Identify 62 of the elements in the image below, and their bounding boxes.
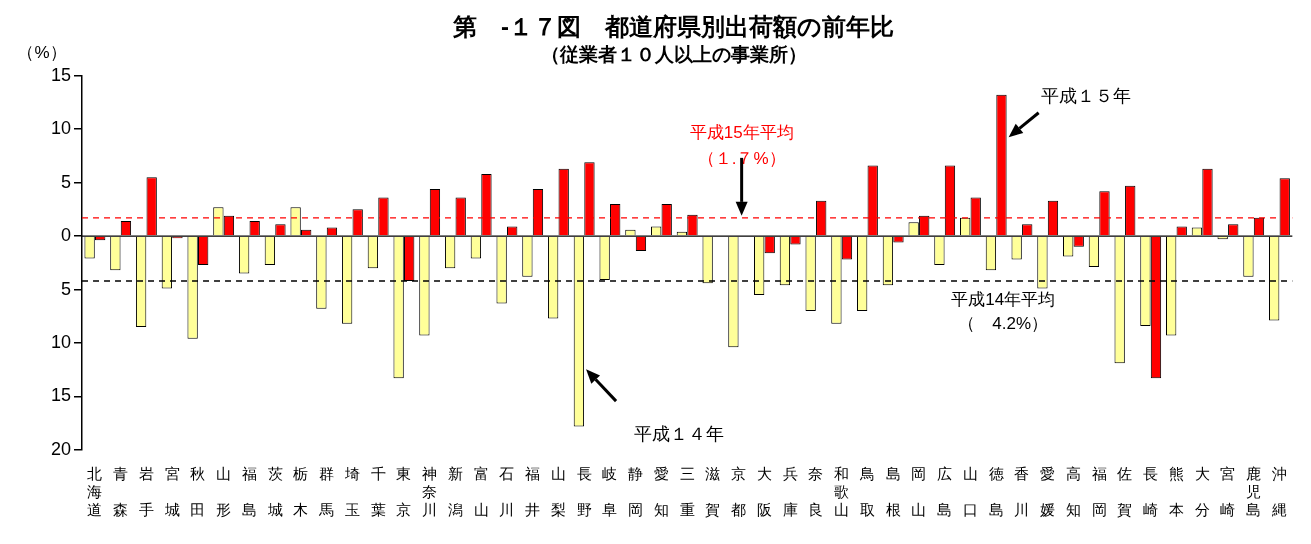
category-label: 新潟: [447, 465, 463, 519]
category-label: 徳島: [988, 465, 1004, 519]
category-label: 長崎: [1143, 465, 1159, 519]
y-tick-label: 20: [50, 438, 72, 459]
category-label: 宮城: [164, 465, 180, 519]
category-label: 香川: [1014, 465, 1030, 519]
x-tick-label: 鹿児島: [1246, 465, 1262, 519]
category-label: 青森: [113, 465, 129, 519]
category-label: 山形: [216, 465, 232, 519]
category-label: 埼玉: [344, 465, 360, 519]
category-label: 石川: [499, 465, 515, 519]
category-label: 静岡: [628, 465, 644, 519]
category-label: 佐賀: [1117, 465, 1133, 519]
category-label: 東京: [396, 465, 412, 519]
category-label: 福島: [241, 465, 257, 519]
category-label: 長野: [576, 465, 592, 519]
y-axis-title: （%）: [17, 42, 67, 62]
category-label: 滋賀: [705, 465, 721, 519]
category-label: 京都: [731, 465, 747, 519]
category-label: 群馬: [319, 465, 335, 519]
category-label: 沖縄: [1271, 465, 1287, 519]
x-tick-label: 北海道: [87, 465, 103, 519]
chart-title: 第 -１７図 都道府県別出荷額の前年比: [452, 13, 894, 41]
y-tick-label: 5: [61, 278, 72, 299]
category-label: 山口: [962, 465, 978, 519]
category-label: 茨城: [267, 465, 283, 519]
chart-subtitle: （従業者１０人以上の事業所）: [540, 44, 807, 66]
category-label: 宮崎: [1220, 465, 1236, 519]
category-label: 鳥取: [859, 465, 875, 519]
category-label: 愛知: [653, 465, 669, 519]
category-label: 秋田: [190, 465, 206, 519]
category-label: 愛媛: [1040, 465, 1056, 519]
category-label: 千葉: [370, 465, 386, 519]
category-label: 福岡: [1091, 465, 1107, 519]
category-label: 三重: [679, 465, 695, 519]
series-label: 平成１５年: [1040, 85, 1131, 106]
category-label: 栃木: [293, 465, 309, 519]
category-label: 富山: [473, 465, 489, 519]
y-tick-label: 0: [61, 225, 72, 246]
category-label: 高知: [1065, 465, 1081, 519]
x-tick-label: 神奈川: [422, 465, 438, 519]
text: 平成１４年: [634, 424, 725, 445]
category-label: 岡山: [911, 465, 927, 519]
category-label: 大分: [1194, 465, 1210, 519]
category-label: 兵庫: [782, 465, 798, 519]
category-label: 岩手: [138, 465, 154, 519]
y-tick-label: 5: [61, 171, 72, 192]
category-label: 奈良: [808, 465, 824, 519]
category-label: 広島: [937, 465, 953, 519]
ref-line-label: 平成14年平均（ 4.2%）: [951, 289, 1056, 333]
category-label: 山梨: [550, 465, 566, 519]
category-label: 熊本: [1168, 465, 1184, 519]
category-label: 岐阜: [602, 465, 618, 519]
y-tick-label: 10: [50, 118, 72, 139]
y-tick-label: 10: [50, 332, 72, 352]
y-tick-label: 15: [50, 385, 72, 406]
category-label: 大阪: [756, 465, 772, 519]
category-label: 島根: [885, 465, 901, 519]
category-label: 福井: [525, 465, 541, 519]
y-tick-label: 15: [50, 64, 72, 85]
ref-line-label: 平成15年平均（１.７%）: [689, 122, 794, 168]
x-tick-label: 和歌山: [834, 465, 850, 519]
